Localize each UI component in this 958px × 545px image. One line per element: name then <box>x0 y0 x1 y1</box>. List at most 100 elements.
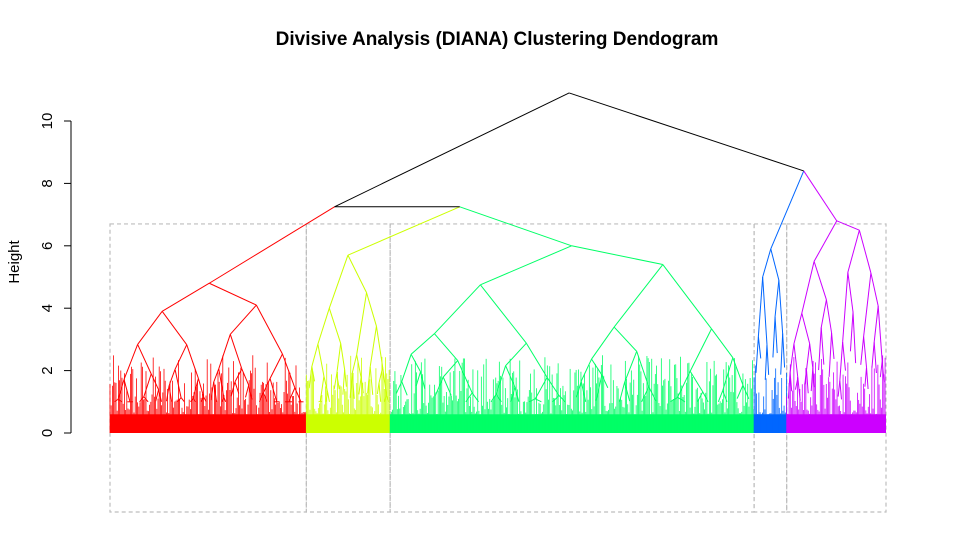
sub-branch <box>546 377 560 396</box>
cluster-branch <box>762 248 772 278</box>
y-tick-label: 6 <box>39 242 56 250</box>
sub-branch <box>434 333 459 361</box>
sub-branch <box>155 389 160 402</box>
sub-branch <box>774 280 780 317</box>
sub-branch <box>177 397 182 403</box>
sub-branch <box>820 327 825 365</box>
sub-branch <box>677 396 686 403</box>
sub-branch <box>778 280 784 334</box>
sub-branch <box>576 381 582 398</box>
sub-branch <box>787 372 791 399</box>
y-tick-label: 10 <box>39 113 56 130</box>
sub-branch <box>847 272 854 313</box>
sub-branch <box>317 344 325 377</box>
sub-branch <box>636 351 650 388</box>
sub-branch <box>143 396 149 403</box>
sub-branch <box>117 379 125 400</box>
sub-branch <box>255 304 283 355</box>
sub-branch <box>871 342 875 368</box>
sub-branch <box>137 311 163 345</box>
sub-branch <box>528 398 536 403</box>
sub-branch <box>311 366 315 382</box>
sub-branch <box>245 385 250 398</box>
sub-branch <box>213 368 220 383</box>
merge-yellow-green-left <box>347 206 460 256</box>
sub-branch <box>842 272 849 342</box>
sub-branch <box>722 357 734 391</box>
sub-branch <box>722 390 728 402</box>
sub-branch <box>356 292 368 355</box>
sub-branch <box>367 366 371 394</box>
sub-branch <box>168 385 173 402</box>
sub-branch <box>457 360 473 394</box>
sub-branch <box>879 361 883 378</box>
sub-branch <box>580 358 592 382</box>
cluster-branch <box>813 220 838 262</box>
sub-branch <box>325 392 329 402</box>
sub-branch <box>558 395 566 403</box>
cluster-box-yellow <box>305 223 391 513</box>
leaf-band <box>786 414 886 433</box>
sub-branch <box>203 396 207 403</box>
sub-branch <box>369 366 374 395</box>
sub-branch <box>789 372 793 392</box>
sub-branch <box>828 332 833 377</box>
sub-branch <box>847 230 860 273</box>
y-tick-label: 2 <box>39 366 56 374</box>
sub-branch <box>317 308 330 345</box>
sub-branch <box>328 308 342 344</box>
sub-branch <box>385 394 389 402</box>
sub-branch <box>213 381 218 402</box>
sub-branch <box>877 305 883 362</box>
sub-branch <box>442 360 459 378</box>
sub-branch <box>641 386 650 403</box>
sub-branch <box>818 327 822 371</box>
sub-branch <box>789 343 795 373</box>
sub-branch <box>229 334 243 370</box>
cluster-branch <box>770 248 780 281</box>
sub-branch <box>269 353 283 379</box>
sub-branch <box>873 342 877 374</box>
sub-branch <box>123 379 131 402</box>
merge-blue-purple-left <box>770 170 805 250</box>
sub-branch <box>218 334 231 369</box>
sub-branch <box>806 343 811 371</box>
sub-branch <box>535 398 542 403</box>
sub-branch <box>825 299 833 334</box>
sub-branch <box>378 367 384 384</box>
sub-branch <box>505 342 527 367</box>
cluster-branch <box>571 245 663 266</box>
sub-branch <box>812 367 815 388</box>
sub-branch <box>736 384 744 399</box>
sub-branch <box>342 369 346 395</box>
y-tick-label: 0 <box>39 429 56 437</box>
leaf-fringe <box>109 220 886 433</box>
sub-branch <box>158 389 162 402</box>
y-tick-label: 8 <box>39 179 56 187</box>
sub-branch <box>534 377 548 400</box>
sub-branch <box>200 396 205 403</box>
sub-branch <box>839 380 843 400</box>
sub-branch <box>308 366 313 389</box>
sub-branch <box>465 392 473 403</box>
sub-branch <box>793 343 799 378</box>
sub-branch <box>839 341 844 381</box>
sub-branch <box>801 261 815 314</box>
cluster-branch <box>347 254 367 293</box>
sub-branch <box>866 367 869 390</box>
sub-branch <box>351 354 358 374</box>
sub-branch <box>311 344 319 367</box>
sub-branch <box>881 361 885 383</box>
sub-branch <box>369 326 377 367</box>
sub-branch <box>505 365 516 388</box>
sub-branch <box>780 333 784 375</box>
sub-branch <box>711 328 734 359</box>
sub-branch <box>793 313 803 344</box>
sub-branch <box>479 284 527 344</box>
sub-branch <box>340 343 346 370</box>
sub-branch <box>197 378 205 398</box>
sub-branch <box>624 351 638 383</box>
sub-branch <box>490 393 497 403</box>
sub-branch <box>327 392 330 402</box>
